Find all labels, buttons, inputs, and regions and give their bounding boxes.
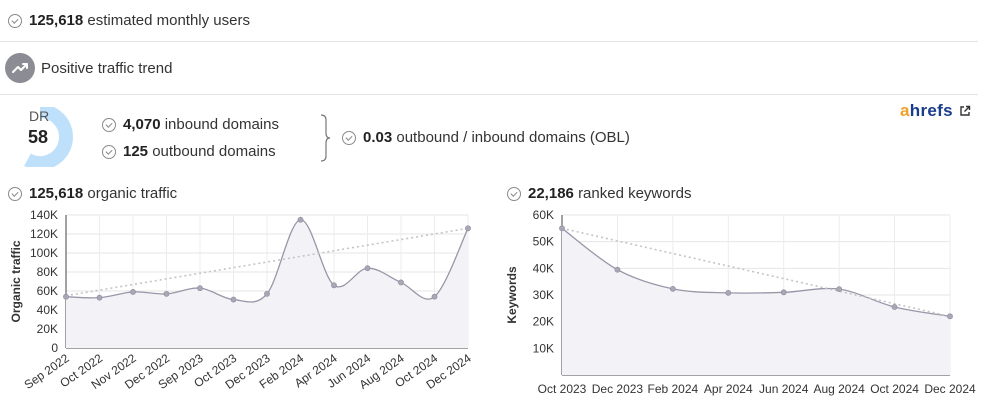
y-tick-label: 140K: [30, 208, 58, 222]
y-tick-label: 10K: [533, 341, 554, 355]
divider: [0, 41, 978, 42]
data-point: [197, 285, 203, 292]
ranked-keywords-chart: 10K 20K 30K 40K 50K 60K Oct 2023 Dec 2023 Feb 20…: [505, 208, 976, 396]
obl-value: 0.03: [363, 129, 393, 146]
data-point: [163, 290, 170, 297]
check-circle-icon: [102, 117, 116, 132]
data-point: [465, 225, 471, 232]
data-point: [364, 265, 371, 272]
divider: [0, 94, 978, 95]
ahrefs-logo-rest: hrefs: [909, 101, 953, 120]
data-point: [780, 289, 787, 296]
data-point: [891, 304, 898, 310]
data-point: [230, 296, 237, 303]
external-link-icon: [960, 105, 971, 116]
x-tick-label: Feb 2024: [647, 382, 698, 396]
data-point: [297, 216, 304, 223]
x-tick-label: Aug 2024: [813, 382, 865, 396]
traffic-trend-row: Positive traffic trend: [5, 53, 172, 83]
y-tick-label: 0: [51, 341, 58, 355]
y-tick-label: 120K: [30, 227, 58, 241]
data-point: [264, 290, 270, 297]
data-point: [96, 294, 103, 301]
y-tick-label: 100K: [30, 246, 58, 260]
y-tick-label: 40K: [533, 261, 554, 275]
domain-rating-label: DR: [29, 108, 50, 124]
domain-rating-value: 58: [28, 127, 49, 147]
y-tick-label: 30K: [533, 288, 554, 302]
ahrefs-logo-a: a: [900, 101, 910, 120]
check-circle-icon: [342, 130, 356, 145]
outbound-domains-label: outbound domains: [152, 143, 276, 160]
inbound-domains-label: inbound domains: [164, 116, 279, 133]
data-point: [398, 279, 404, 286]
obl-label: outbound / inbound domains (OBL): [396, 129, 630, 146]
data-point: [130, 289, 136, 295]
domain-rating-gauge: DR 58: [6, 104, 74, 170]
monthly-users-text: 125,618 estimated monthly users: [29, 12, 250, 29]
series-area: [66, 219, 468, 348]
y-tick-label: 80K: [37, 265, 58, 279]
outbound-domains-value: 125: [123, 143, 149, 160]
y-tick-label: 60K: [37, 284, 58, 298]
x-tick-label: Dec 2024: [924, 382, 976, 396]
data-point: [947, 313, 953, 320]
check-circle-icon: [507, 186, 521, 201]
series-area: [562, 228, 950, 375]
x-tick-label: Apr 2024: [704, 382, 753, 396]
data-point: [331, 282, 337, 289]
trend-line: [561, 227, 951, 318]
data-point: [614, 266, 621, 273]
y-tick-label: 40K: [37, 303, 58, 317]
data-point: [836, 286, 843, 293]
traffic-trend-label: Positive traffic trend: [41, 59, 173, 77]
x-tick-label: Oct 2023: [538, 382, 587, 396]
domain-rating-ring: [24, 104, 73, 170]
y-tick-label: 60K: [533, 208, 554, 222]
x-tick-label: Jun 2024: [759, 382, 809, 396]
data-point: [725, 289, 732, 296]
ranked-keywords-title: 22,186 ranked keywords: [507, 185, 691, 202]
check-circle-icon: [8, 186, 22, 201]
y-axis-label: Organic traffic: [9, 240, 23, 322]
outbound-domains-row: 125 outbound domains: [102, 143, 276, 160]
organic-traffic-title: 125,618 organic traffic: [8, 185, 177, 202]
y-tick-label: 20K: [533, 315, 554, 329]
data-point: [63, 293, 69, 300]
monthly-users-row: 125,618 estimated monthly users: [8, 12, 250, 29]
trending-up-icon: [5, 53, 35, 83]
ahrefs-link[interactable]: a hrefs: [900, 101, 971, 121]
inbound-domains-value: 4,070: [123, 116, 161, 133]
data-point: [669, 285, 676, 292]
y-tick-label: 50K: [533, 235, 554, 249]
data-point: [559, 225, 565, 232]
check-circle-icon: [8, 13, 22, 28]
x-tick-label: Dec 2023: [592, 382, 644, 396]
check-circle-icon: [102, 144, 116, 159]
y-tick-label: 20K: [37, 322, 58, 336]
y-axis-label: Keywords: [505, 266, 519, 324]
brace-divider: [320, 114, 331, 162]
inbound-domains-row: 4,070 inbound domains: [102, 116, 279, 133]
data-point: [431, 293, 438, 300]
obl-row: 0.03 outbound / inbound domains (OBL): [342, 129, 630, 146]
x-tick-label: Oct 2024: [870, 382, 919, 396]
